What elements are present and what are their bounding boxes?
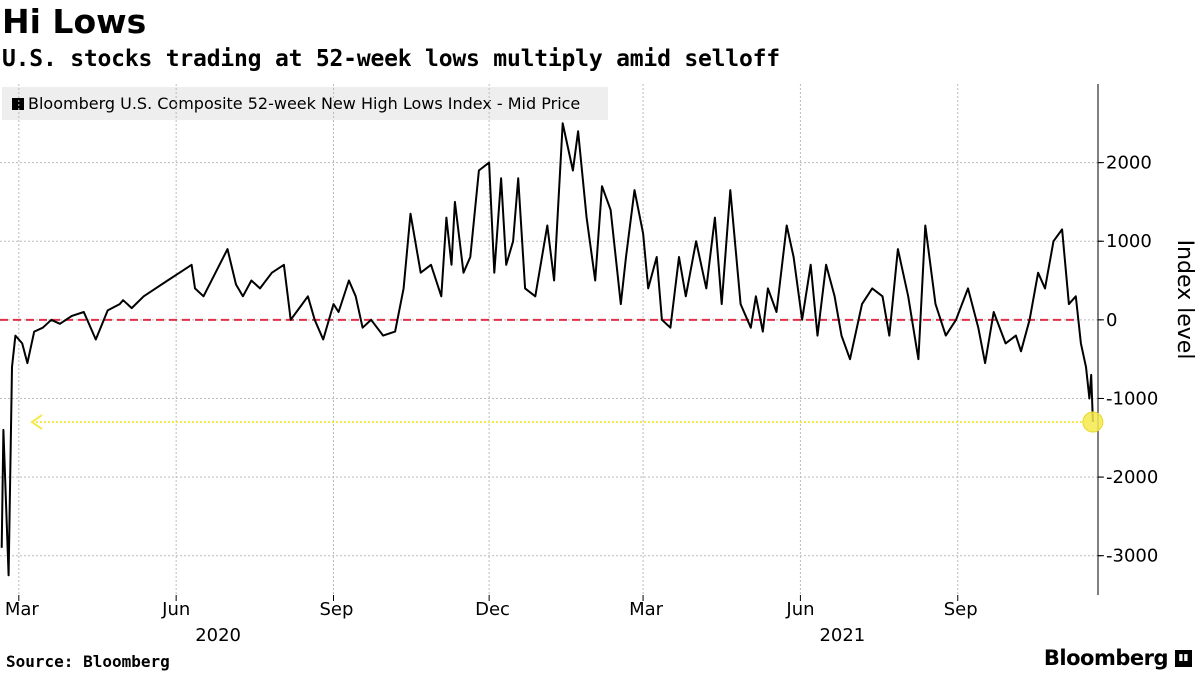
legend-label: Bloomberg U.S. Composite 52-week New Hig… <box>28 94 581 113</box>
year-label-0: 2020 <box>195 625 241 646</box>
y-tick-label-4: -2000 <box>1106 467 1158 488</box>
brand-logo: Bloomberg <box>1043 646 1169 670</box>
legend-swatch <box>12 97 24 110</box>
legend: Bloomberg U.S. Composite 52-week New Hig… <box>2 87 608 120</box>
x-tick-label-2: Sep <box>320 599 354 620</box>
source-note: Source: Bloomberg <box>6 652 170 671</box>
series-line <box>0 122 1094 577</box>
year-label-1: 2021 <box>819 625 865 646</box>
chart-title: Hi Lows <box>2 2 147 41</box>
x-tick-label-1: Jun <box>161 599 190 620</box>
y-axis-title: Index level <box>1172 240 1197 360</box>
x-tick-label-4: Mar <box>629 599 664 620</box>
x-tick-label-5: Jun <box>785 599 814 620</box>
y-tick-label-1: 1000 <box>1106 231 1152 252</box>
x-tick-label-0: Mar <box>5 599 40 620</box>
y-tick-label-2: 0 <box>1106 310 1117 331</box>
x-tick-label-3: Dec <box>475 599 510 620</box>
y-tick-label-0: 2000 <box>1106 153 1152 174</box>
chart-subtitle: U.S. stocks trading at 52-week lows mult… <box>2 46 780 72</box>
x-tick-label-6: Sep <box>944 599 978 620</box>
last-value-marker <box>1082 411 1104 433</box>
y-tick-label-5: -3000 <box>1106 546 1158 567</box>
bloomberg-icon: ▮▮ <box>1175 650 1192 667</box>
highlight-arrow-icon <box>30 414 43 430</box>
y-tick-label-3: -1000 <box>1106 388 1158 409</box>
